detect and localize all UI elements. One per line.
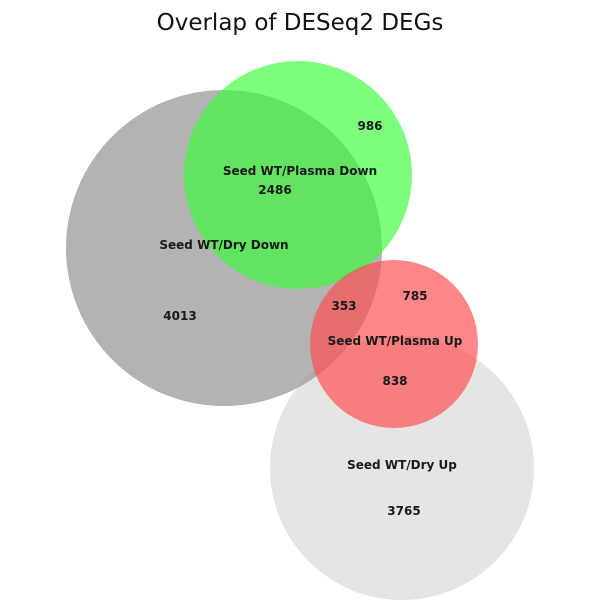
count-dry-down-only: 4013 [163,309,196,323]
count-plasma-down-only: 986 [357,119,382,133]
circle-plasma-up [310,260,478,428]
count-plasma-up-only: 785 [402,289,427,303]
count-dry-up-only: 3765 [387,504,420,518]
count-dry-down-and-plasma-down: 2486 [258,183,291,197]
circle-plasma-down [184,61,412,289]
set-label-dry-down: Seed WT/Dry Down [159,238,288,252]
set-label-plasma-up: Seed WT/Plasma Up [328,334,463,348]
diagram-title: Overlap of DESeq2 DEGs [157,10,444,36]
set-label-dry-up: Seed WT/Dry Up [347,458,457,472]
set-label-plasma-down: Seed WT/Plasma Down [223,164,377,178]
count-dry-down-and-plasma-up: 353 [331,299,356,313]
count-plasma-up-and-dry-up: 838 [382,374,407,388]
